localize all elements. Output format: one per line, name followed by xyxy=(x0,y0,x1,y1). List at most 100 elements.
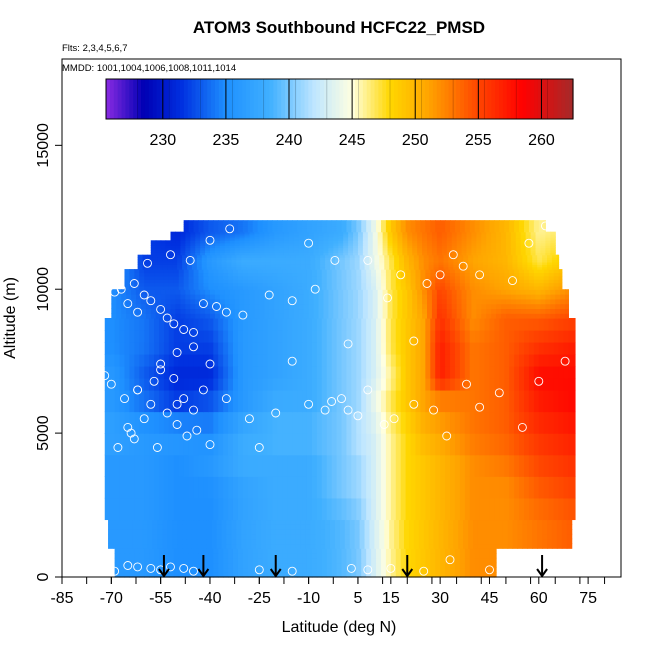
heatmap-cell xyxy=(183,353,190,367)
heatmap-cell xyxy=(423,519,430,525)
heatmap-cell xyxy=(382,252,389,256)
heatmap-cell xyxy=(208,497,214,521)
heatmap-cell xyxy=(272,548,278,554)
heatmap-cell xyxy=(208,269,214,274)
heatmap-cell xyxy=(471,231,477,234)
heatmap-cell xyxy=(137,264,144,268)
heatmap-cell xyxy=(285,543,292,549)
heatmap-cell xyxy=(292,225,298,229)
heatmap-cell xyxy=(410,548,417,554)
heatmap-cell xyxy=(293,303,300,310)
heatmap-cell xyxy=(535,289,542,295)
heatmap-cell xyxy=(262,329,269,343)
heatmap-cell xyxy=(487,264,494,268)
heatmap-cell xyxy=(418,257,425,261)
heatmap-cell xyxy=(405,557,412,564)
heatmap-cell xyxy=(436,289,443,295)
heatmap-cell xyxy=(267,365,274,379)
heatmap-cell xyxy=(369,264,375,268)
heatmap-cell xyxy=(435,353,441,367)
heatmap-cell xyxy=(157,524,163,530)
heatmap-cell xyxy=(561,524,568,530)
heatmap-cell xyxy=(306,562,313,569)
heatmap-cell xyxy=(533,433,540,456)
heatmap-cell xyxy=(374,524,380,530)
heatmap-cell xyxy=(371,329,377,343)
heatmap-cell xyxy=(287,377,293,391)
heatmap-cell xyxy=(228,377,234,391)
heatmap-cell xyxy=(175,303,181,310)
heatmap-cell xyxy=(328,238,334,241)
heatmap-cell xyxy=(242,282,249,287)
heatmap-cell xyxy=(461,233,468,236)
heatmap-cell xyxy=(213,269,219,274)
heatmap-cell xyxy=(306,567,313,573)
heatmap-cell xyxy=(412,240,418,244)
heatmap-cell xyxy=(496,234,502,237)
heatmap-cell xyxy=(540,313,546,319)
heatmap-cell xyxy=(287,225,293,229)
heatmap-cell xyxy=(211,259,218,263)
heatmap-cell xyxy=(236,529,242,535)
heatmap-cell xyxy=(198,562,204,569)
heatmap-cell xyxy=(402,237,408,240)
heatmap-cell xyxy=(515,234,522,237)
heatmap-cell xyxy=(487,266,494,270)
heatmap-cell xyxy=(548,272,555,277)
heatmap-cell xyxy=(157,543,163,549)
heatmap-cell xyxy=(154,329,160,343)
heatmap-cell xyxy=(224,231,231,234)
heatmap-cell xyxy=(441,294,448,300)
heatmap-cell xyxy=(395,365,402,379)
heatmap-cell xyxy=(170,289,177,295)
heatmap-cell xyxy=(563,353,569,367)
heatmap-cell xyxy=(226,254,232,258)
heatmap-cell xyxy=(512,254,519,258)
heatmap-cell xyxy=(528,229,535,233)
heatmap-cell xyxy=(228,389,234,413)
heatmap-cell xyxy=(111,313,117,319)
heatmap-cell xyxy=(165,289,172,295)
heatmap-cell xyxy=(306,269,313,274)
heatmap-cell xyxy=(425,285,431,290)
heatmap-cell xyxy=(252,572,259,578)
heatmap-cell xyxy=(522,533,528,540)
heatmap-cell xyxy=(295,519,301,525)
heatmap-cell xyxy=(292,411,298,434)
heatmap-cell xyxy=(446,233,453,236)
heatmap-cell xyxy=(392,234,398,237)
heatmap-cell xyxy=(374,254,380,258)
heatmap-cell xyxy=(389,519,395,525)
heatmap-cell xyxy=(198,377,204,391)
heatmap-cell xyxy=(461,240,468,244)
heatmap-cell xyxy=(533,275,540,280)
heatmap-cell xyxy=(412,294,418,300)
heatmap-cell xyxy=(109,411,116,434)
heatmap-cell xyxy=(402,238,408,241)
heatmap-cell xyxy=(399,266,405,270)
heatmap-cell xyxy=(382,235,389,239)
heatmap-cell xyxy=(433,519,440,525)
heatmap-cell xyxy=(504,497,510,521)
heatmap-cell xyxy=(422,247,428,251)
heatmap-cell xyxy=(270,254,277,258)
heatmap-cell xyxy=(353,234,359,237)
heatmap-cell xyxy=(538,272,545,277)
heatmap-cell xyxy=(528,225,535,229)
heatmap-cell xyxy=(144,433,150,456)
heatmap-cell xyxy=(116,313,122,319)
heatmap-cell xyxy=(351,548,357,554)
heatmap-cell xyxy=(183,365,190,379)
heatmap-cell xyxy=(223,553,229,559)
heatmap-cell xyxy=(119,329,126,343)
heatmap-cell xyxy=(333,249,339,253)
heatmap-cell xyxy=(190,242,196,246)
heatmap-cell xyxy=(489,557,495,564)
heatmap-cell xyxy=(208,567,214,573)
heatmap-cell xyxy=(306,433,313,456)
heatmap-cell xyxy=(195,245,201,249)
heatmap-cell xyxy=(242,329,249,343)
heatmap-cell xyxy=(122,529,129,535)
heatmap-cell xyxy=(297,341,303,355)
heatmap-cell xyxy=(232,279,239,284)
